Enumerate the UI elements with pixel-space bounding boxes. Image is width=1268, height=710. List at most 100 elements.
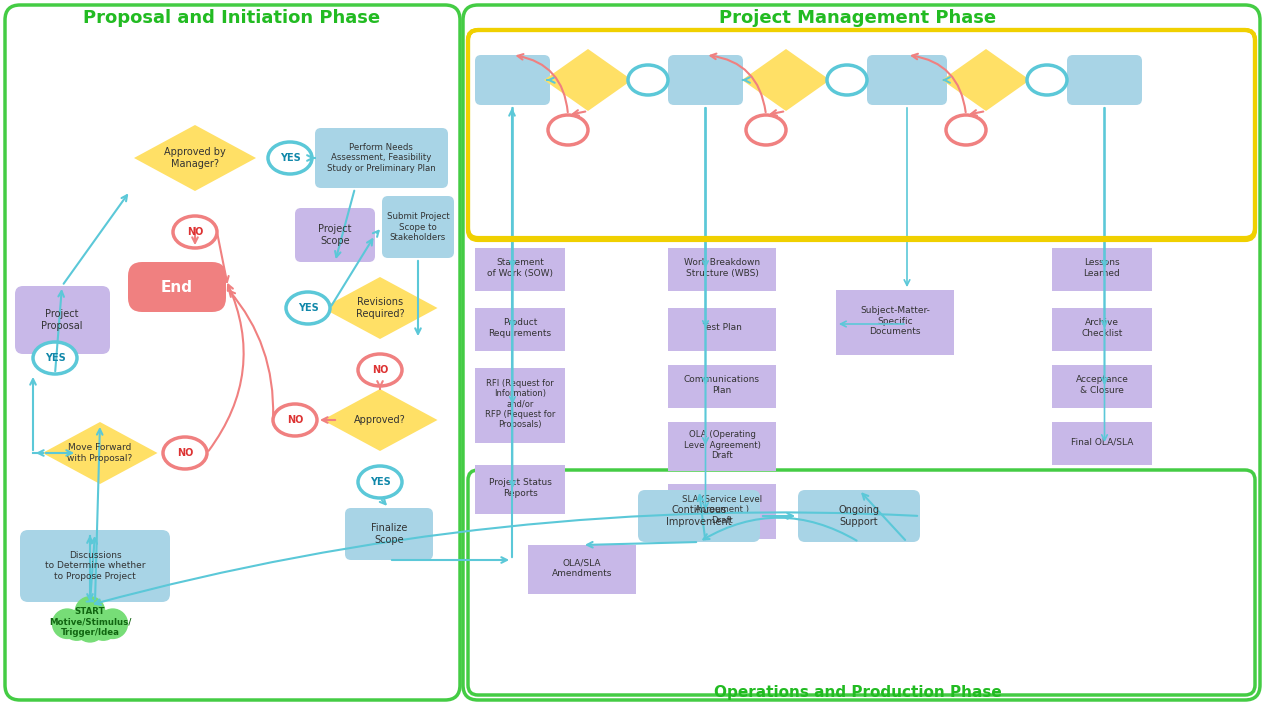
FancyBboxPatch shape	[20, 530, 170, 602]
Polygon shape	[668, 248, 776, 291]
Text: YES: YES	[298, 303, 318, 313]
Circle shape	[98, 609, 128, 638]
Text: Archive
Checklist: Archive Checklist	[1082, 318, 1122, 338]
Ellipse shape	[548, 115, 588, 145]
Text: Perform Needs
Assessment, Feasibility
Study or Preliminary Plan: Perform Needs Assessment, Feasibility St…	[327, 143, 435, 173]
Text: Exit/
Entrance
Criteria
Met?: Exit/ Entrance Criteria Met?	[768, 60, 804, 100]
Text: NO: NO	[287, 415, 303, 425]
FancyBboxPatch shape	[668, 484, 776, 536]
Polygon shape	[476, 465, 566, 514]
Ellipse shape	[268, 142, 312, 174]
Polygon shape	[1052, 248, 1153, 291]
Text: Work Breakdown
Structure (WBS): Work Breakdown Structure (WBS)	[683, 258, 760, 278]
FancyBboxPatch shape	[1052, 365, 1153, 405]
Ellipse shape	[287, 292, 330, 324]
Ellipse shape	[827, 65, 867, 95]
Text: OLA (Operating
Level Agreement)
Draft: OLA (Operating Level Agreement) Draft	[683, 430, 761, 460]
Polygon shape	[942, 49, 1030, 111]
Circle shape	[75, 597, 105, 626]
FancyBboxPatch shape	[15, 286, 110, 354]
FancyBboxPatch shape	[668, 248, 776, 288]
Polygon shape	[668, 484, 776, 539]
Text: NO: NO	[176, 448, 193, 458]
Circle shape	[52, 609, 82, 638]
Text: Plan: Plan	[695, 75, 716, 85]
Text: Test Plan: Test Plan	[702, 324, 742, 332]
Polygon shape	[1052, 422, 1153, 465]
Polygon shape	[527, 545, 637, 594]
FancyBboxPatch shape	[345, 508, 432, 560]
Text: Project Management Phase: Project Management Phase	[719, 9, 997, 27]
Polygon shape	[544, 49, 631, 111]
Text: Operations and Production Phase: Operations and Production Phase	[714, 684, 1002, 699]
Text: Final OLA/SLA: Final OLA/SLA	[1070, 437, 1134, 447]
Polygon shape	[668, 308, 776, 351]
Text: YES: YES	[639, 75, 658, 84]
Text: Close: Close	[1092, 75, 1118, 85]
Ellipse shape	[172, 216, 217, 248]
Text: Statement
of Work (SOW): Statement of Work (SOW)	[487, 258, 553, 278]
Circle shape	[62, 611, 91, 640]
Ellipse shape	[746, 115, 786, 145]
FancyBboxPatch shape	[668, 308, 776, 348]
Text: Exit/
Entrance
Criteria
Met?: Exit/ Entrance Criteria Met?	[571, 60, 606, 100]
FancyBboxPatch shape	[128, 262, 226, 312]
FancyBboxPatch shape	[476, 368, 566, 440]
Text: NO: NO	[758, 126, 773, 134]
Text: Subject-Matter-
Specific
Documents: Subject-Matter- Specific Documents	[860, 306, 929, 336]
Text: Proposal and Initiation Phase: Proposal and Initiation Phase	[84, 9, 380, 27]
Text: Execute: Execute	[888, 75, 927, 85]
Text: Project
Proposal: Project Proposal	[42, 309, 82, 331]
Polygon shape	[836, 290, 954, 355]
Text: Approved by
Manager?: Approved by Manager?	[164, 147, 226, 169]
Text: SLA (Service Level
Agreement )
Draft: SLA (Service Level Agreement ) Draft	[682, 495, 762, 525]
Text: Exit/
Entrance
Criteria
Met?: Exit/ Entrance Criteria Met?	[967, 60, 1004, 100]
FancyBboxPatch shape	[476, 248, 566, 288]
Text: Ongoing
Support: Ongoing Support	[838, 506, 880, 527]
Ellipse shape	[1027, 65, 1066, 95]
Text: NO: NO	[372, 365, 388, 375]
Text: NO: NO	[959, 126, 974, 134]
Circle shape	[89, 611, 118, 640]
FancyBboxPatch shape	[1066, 55, 1142, 105]
Text: Approved?: Approved?	[354, 415, 406, 425]
FancyBboxPatch shape	[867, 55, 947, 105]
FancyBboxPatch shape	[476, 308, 566, 348]
Polygon shape	[43, 422, 157, 484]
Polygon shape	[476, 368, 566, 443]
Text: Move Forward
with Proposal?: Move Forward with Proposal?	[67, 443, 133, 463]
Ellipse shape	[273, 404, 317, 436]
Text: Finalize
Scope: Finalize Scope	[370, 523, 407, 545]
FancyBboxPatch shape	[295, 208, 375, 262]
Ellipse shape	[164, 437, 207, 469]
Text: OLA/SLA
Amendments: OLA/SLA Amendments	[552, 558, 612, 578]
Text: YES: YES	[837, 75, 856, 84]
Ellipse shape	[33, 342, 77, 374]
FancyBboxPatch shape	[638, 490, 760, 542]
Polygon shape	[476, 248, 566, 291]
Text: Revisions
Required?: Revisions Required?	[356, 297, 404, 319]
Text: Discussions
to Determine whether
to Propose Project: Discussions to Determine whether to Prop…	[44, 551, 146, 581]
Text: START
Motive/Stimulus/
Trigger/Idea: START Motive/Stimulus/ Trigger/Idea	[48, 607, 131, 637]
Ellipse shape	[946, 115, 987, 145]
FancyBboxPatch shape	[476, 465, 566, 511]
Text: Project Status
Reports: Project Status Reports	[488, 479, 552, 498]
Text: YES: YES	[370, 477, 391, 487]
FancyBboxPatch shape	[668, 365, 776, 405]
FancyBboxPatch shape	[798, 490, 921, 542]
Polygon shape	[1052, 308, 1153, 351]
Text: Product
Requirements: Product Requirements	[488, 318, 552, 338]
FancyBboxPatch shape	[527, 545, 637, 591]
Polygon shape	[476, 308, 566, 351]
Circle shape	[75, 613, 105, 642]
Ellipse shape	[358, 466, 402, 498]
Ellipse shape	[358, 354, 402, 386]
FancyBboxPatch shape	[382, 196, 454, 258]
Text: YES: YES	[280, 153, 301, 163]
Polygon shape	[322, 389, 437, 451]
Text: Acceptance
& Closure: Acceptance & Closure	[1075, 376, 1129, 395]
FancyBboxPatch shape	[668, 55, 743, 105]
Text: End: End	[161, 280, 193, 295]
Polygon shape	[668, 422, 776, 471]
Polygon shape	[322, 277, 437, 339]
